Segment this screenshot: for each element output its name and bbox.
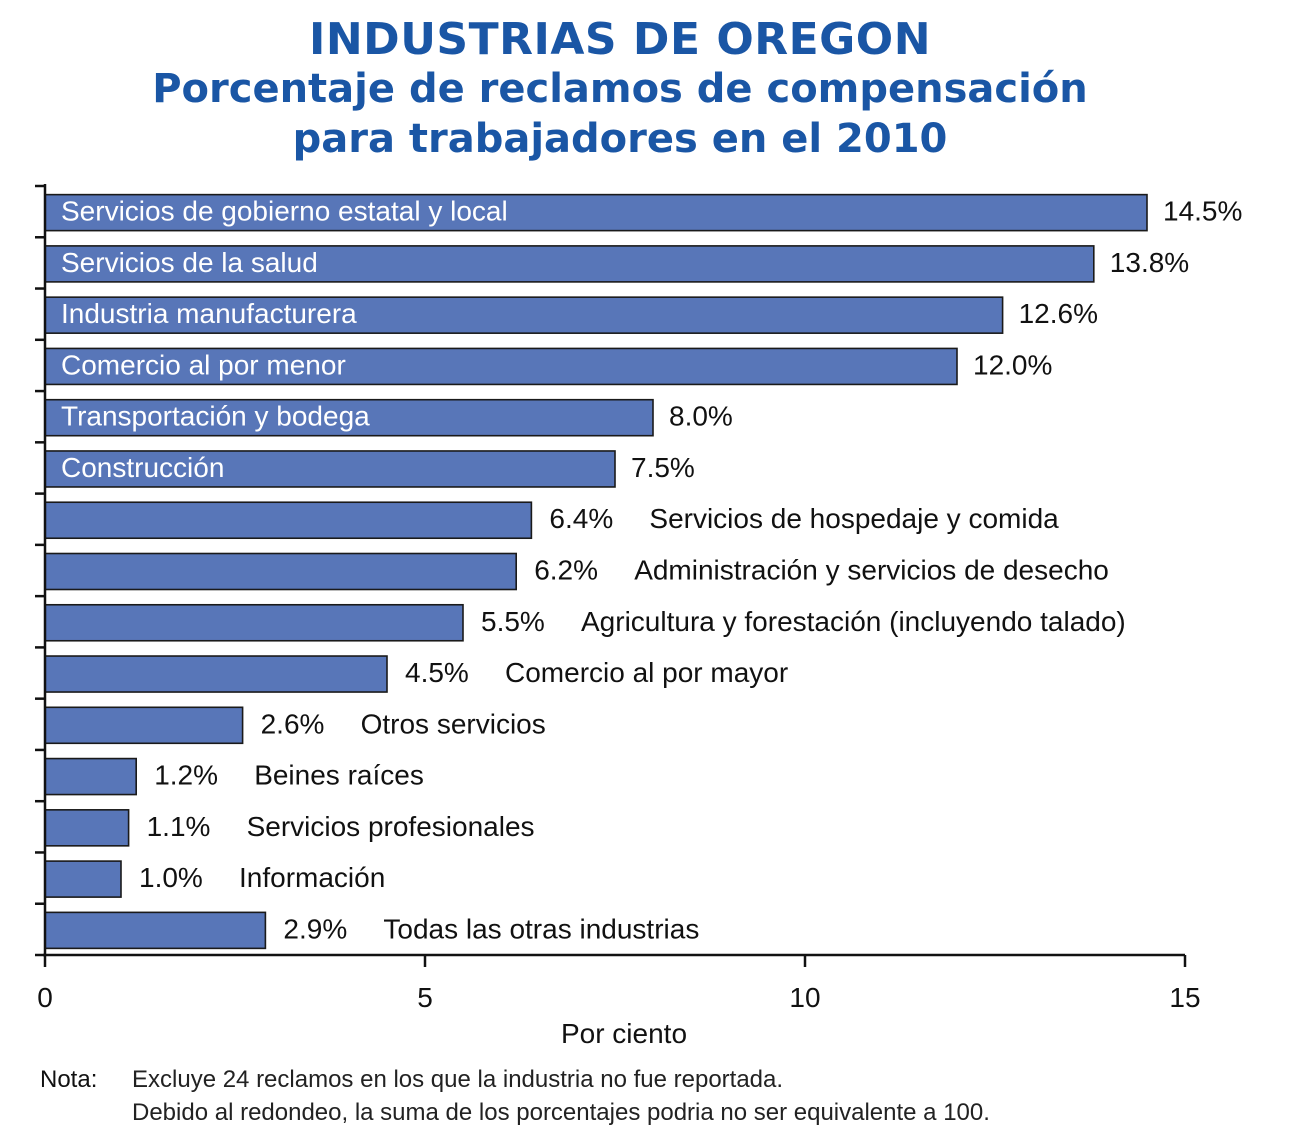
bar-8 bbox=[44, 603, 464, 642]
bar-3 bbox=[44, 347, 958, 386]
note-label: Nota: bbox=[40, 1066, 98, 1093]
bar-category-label-10: Otros servicios bbox=[361, 708, 546, 739]
bar-value-label-2: 12.6% bbox=[1019, 298, 1098, 329]
x-tick-label-0: 0 bbox=[37, 982, 53, 1013]
chart-title-line2: Porcentaje de reclamos de compensación bbox=[152, 66, 1088, 112]
bar-category-label-1: Servicios de la salud bbox=[61, 247, 318, 278]
bar-value-label-9: 4.5% bbox=[405, 657, 469, 688]
bar-value-label-5: 7.5% bbox=[631, 452, 695, 483]
bar-category-label-6: Servicios de hospedaje y comida bbox=[649, 503, 1059, 534]
bar-category-label-9: Comercio al por mayor bbox=[505, 657, 788, 688]
bar-value-label-1: 13.8% bbox=[1110, 247, 1189, 278]
bar-value-label-13: 1.0% bbox=[139, 862, 203, 893]
bar-0 bbox=[44, 193, 1148, 232]
bar-4 bbox=[44, 398, 654, 437]
bar-13 bbox=[44, 860, 122, 898]
bar-category-label-5: Construcción bbox=[61, 452, 224, 483]
bar-7 bbox=[44, 552, 518, 591]
bar-14 bbox=[44, 911, 267, 950]
bar-value-label-0: 14.5% bbox=[1163, 196, 1242, 227]
bar-category-label-4: Transportación y bodega bbox=[61, 401, 370, 432]
bar-value-label-10: 2.6% bbox=[261, 708, 325, 739]
bar-category-label-8: Agricultura y forestación (incluyendo ta… bbox=[581, 606, 1126, 637]
note-line2: Debido al redondeo, la suma de los porce… bbox=[132, 1099, 990, 1126]
x-tick-label-2: 10 bbox=[789, 982, 820, 1013]
bar-value-label-14: 2.9% bbox=[283, 913, 347, 944]
bar-value-label-7: 6.2% bbox=[534, 555, 598, 586]
x-tick-label-1: 5 bbox=[417, 982, 433, 1013]
bar-category-label-14: Todas las otras industrias bbox=[383, 913, 699, 944]
bar-value-label-4: 8.0% bbox=[669, 401, 733, 432]
note-line1: Excluye 24 reclamos en los que la indust… bbox=[132, 1066, 784, 1093]
bar-category-label-13: Información bbox=[239, 862, 385, 893]
bar-category-label-3: Comercio al por menor bbox=[61, 349, 346, 380]
chart-title-line1: INDUSTRIAS DE OREGON bbox=[308, 14, 932, 65]
chart-title-line3: para trabajadores en el 2010 bbox=[292, 116, 948, 162]
bar-value-label-6: 6.4% bbox=[549, 503, 613, 534]
bar-6 bbox=[44, 501, 533, 540]
bar-11 bbox=[44, 757, 137, 796]
bar-12 bbox=[44, 809, 130, 847]
bar-2 bbox=[44, 296, 1004, 334]
bar-category-label-7: Administración y servicios de desecho bbox=[634, 555, 1109, 586]
bar-10 bbox=[44, 706, 244, 745]
x-tick-label-3: 15 bbox=[1169, 982, 1200, 1013]
bar-value-label-8: 5.5% bbox=[481, 606, 545, 637]
bar-5 bbox=[44, 450, 616, 488]
bar-value-label-11: 1.2% bbox=[154, 760, 218, 791]
bar-category-label-11: Beines raíces bbox=[254, 760, 424, 791]
bar-value-label-3: 12.0% bbox=[973, 349, 1052, 380]
bar-value-label-12: 1.1% bbox=[147, 811, 211, 842]
bar-category-label-12: Servicios profesionales bbox=[247, 811, 535, 842]
bar-9 bbox=[44, 655, 388, 693]
bar-category-label-0: Servicios de gobierno estatal y local bbox=[61, 196, 508, 227]
bar-chart: Servicios de gobierno estatal y local 14.… bbox=[35, 184, 1242, 1049]
x-axis-label: Por ciento bbox=[561, 1018, 687, 1049]
bar-category-label-2: Industria manufacturera bbox=[61, 298, 357, 329]
